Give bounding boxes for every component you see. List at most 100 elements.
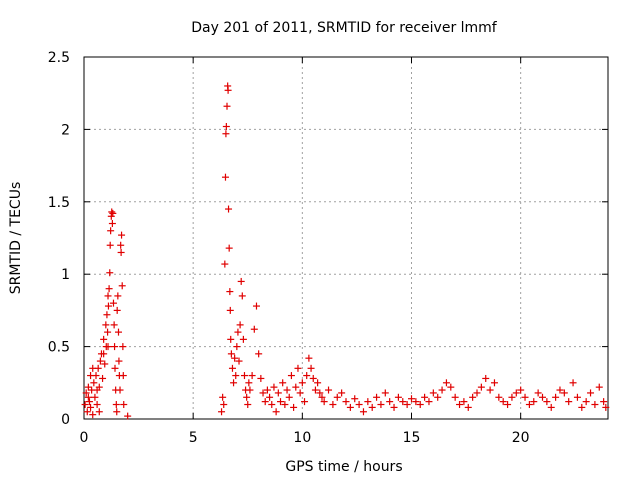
data-point — [482, 374, 490, 382]
data-point — [447, 383, 455, 391]
data-point — [578, 403, 586, 411]
data-point — [112, 401, 120, 409]
data-point — [560, 389, 568, 397]
data-point — [100, 350, 108, 358]
data-point — [244, 401, 252, 409]
data-point — [368, 403, 376, 411]
data-point — [473, 389, 481, 397]
data-point — [250, 325, 258, 333]
data-point — [277, 398, 284, 406]
data-point — [89, 411, 97, 419]
data-point — [377, 401, 385, 409]
data-point — [595, 383, 603, 391]
data-point — [234, 328, 242, 336]
data-point — [373, 393, 381, 401]
data-point — [486, 386, 494, 394]
data-point — [237, 277, 245, 285]
data-markers — [81, 82, 610, 420]
x-tick-label: 10 — [293, 430, 311, 446]
data-point — [118, 231, 126, 239]
data-point — [338, 389, 346, 397]
data-point — [226, 306, 234, 314]
data-point — [504, 401, 512, 409]
data-point — [102, 321, 110, 329]
data-point — [499, 398, 507, 406]
data-point — [582, 398, 590, 406]
data-point — [412, 398, 420, 406]
y-tick-label: 0 — [61, 412, 70, 428]
data-point — [517, 386, 525, 394]
x-tick-label: 0 — [80, 430, 89, 446]
data-point — [221, 173, 229, 181]
data-point — [119, 343, 127, 351]
data-point — [117, 248, 125, 256]
data-point — [416, 401, 424, 409]
data-point — [451, 393, 459, 401]
data-point — [248, 372, 256, 380]
data-point — [117, 241, 125, 249]
y-axis-label: SRMTID / TECUs — [8, 182, 24, 295]
data-point — [99, 374, 107, 382]
data-point — [106, 241, 114, 249]
data-point — [111, 343, 119, 351]
data-point — [355, 401, 363, 409]
data-point — [386, 398, 394, 406]
x-tick-label: 20 — [512, 430, 530, 446]
data-point — [222, 130, 230, 138]
data-point — [403, 401, 411, 409]
data-point — [81, 401, 89, 409]
data-point — [257, 374, 265, 382]
chart-title: Day 201 of 2011, SRMTID for receiver lmm… — [191, 20, 498, 36]
data-point — [224, 86, 232, 94]
y-tick-label: 2.5 — [48, 50, 70, 66]
data-point — [259, 389, 267, 397]
data-point — [111, 364, 119, 372]
data-point — [521, 393, 529, 401]
data-point — [290, 403, 298, 411]
data-point — [223, 102, 231, 110]
data-point — [113, 306, 121, 314]
y-tick-label: 2 — [61, 122, 70, 138]
data-point — [120, 401, 128, 409]
data-point — [438, 386, 446, 394]
data-point — [107, 227, 115, 235]
y-tick-label: 1.5 — [48, 195, 70, 211]
data-point — [543, 398, 551, 406]
data-point — [429, 389, 437, 397]
data-point — [434, 393, 442, 401]
data-point — [227, 350, 235, 358]
data-point — [124, 412, 132, 420]
data-point — [225, 205, 233, 213]
grid-lines — [84, 57, 608, 419]
data-point — [106, 269, 114, 277]
data-point — [573, 393, 581, 401]
data-point — [261, 398, 269, 406]
data-point — [565, 398, 573, 406]
data-point — [90, 379, 98, 387]
data-point — [298, 379, 306, 387]
data-point — [301, 398, 309, 406]
data-point — [266, 393, 274, 401]
data-point — [456, 401, 464, 409]
data-point — [227, 335, 235, 343]
data-point — [399, 398, 407, 406]
data-point — [587, 389, 595, 397]
data-point — [252, 302, 260, 310]
data-point — [512, 389, 520, 397]
data-point — [246, 386, 254, 394]
data-point — [281, 401, 289, 409]
data-point — [108, 220, 116, 228]
data-point — [109, 209, 117, 217]
data-point — [477, 383, 485, 391]
data-point — [539, 393, 546, 401]
data-point — [113, 408, 121, 416]
data-point — [95, 408, 103, 416]
data-point — [508, 393, 516, 401]
data-point — [279, 379, 287, 387]
data-point — [311, 386, 319, 394]
data-point — [243, 393, 251, 401]
data-point — [268, 401, 276, 409]
data-point — [600, 398, 608, 406]
data-point — [108, 208, 116, 216]
